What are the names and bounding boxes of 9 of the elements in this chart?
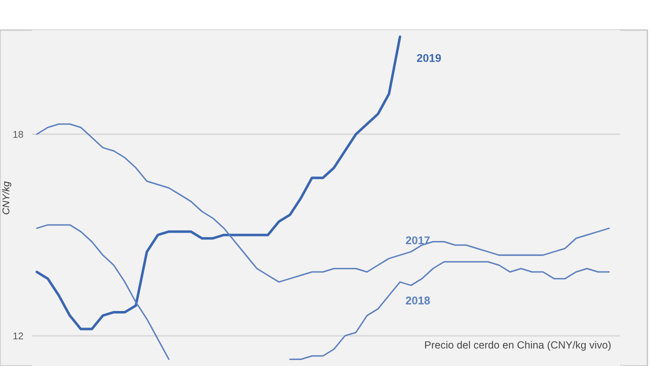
- annotation: Precio del cerdo en China (CNY/kg vivo): [425, 340, 611, 351]
- y-tick-label: 18: [13, 130, 24, 138]
- series-label: 2017: [406, 236, 430, 244]
- y-axis-title: CNY/kg: [2, 181, 12, 214]
- series-label: 2019: [416, 54, 441, 62]
- line-series: [36, 35, 402, 330]
- line-series: [36, 123, 610, 283]
- y-tick-label: 12: [13, 332, 24, 340]
- series-label: 2018: [406, 296, 430, 304]
